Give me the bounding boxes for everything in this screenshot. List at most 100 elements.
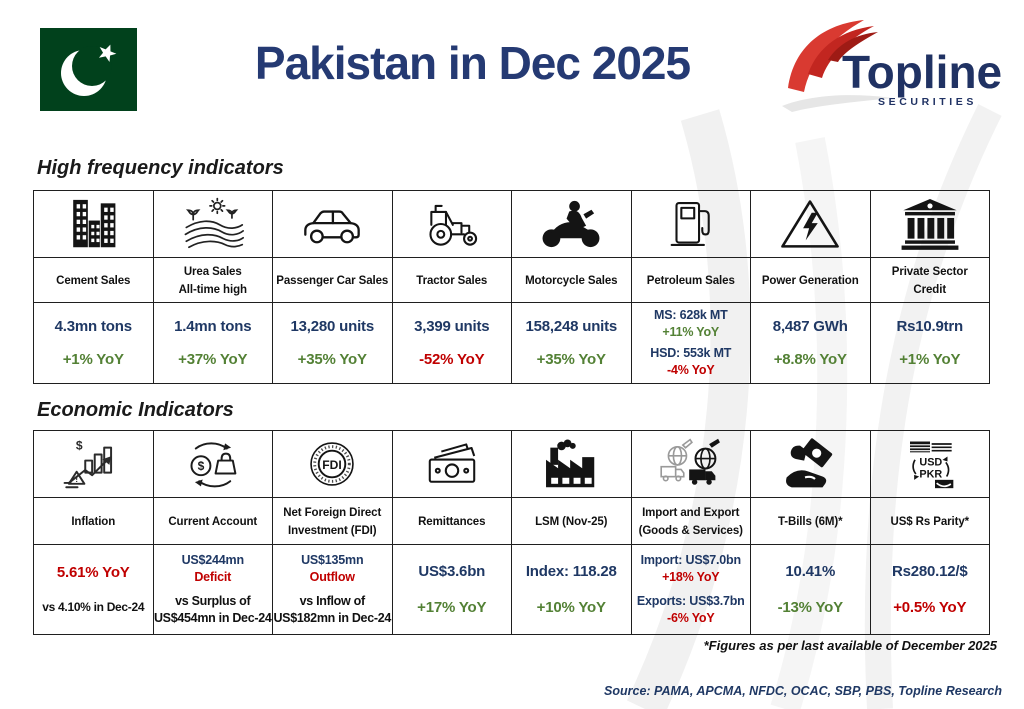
metric-comparison: vs Inflow of US$182mn in Dec-24: [273, 594, 392, 625]
cell-fdi-values: US$135mn Outflow vs Inflow of US$182mn i…: [272, 544, 393, 635]
fdi-badge-icon: FDI: [310, 442, 354, 486]
metric-direction: Outflow: [309, 570, 355, 585]
indicator-label: Petroleum Sales: [646, 275, 735, 287]
indicator-label: Import and Export (Goods & Services): [638, 507, 743, 537]
cell-petroleum-values: MS: 628k MT +11% YoY HSD: 553k MT -4% Yo…: [630, 302, 751, 384]
banknotes-icon: [428, 443, 475, 483]
metric-value: 13,280 units: [290, 317, 375, 335]
value-pair: US$244mn Deficit: [181, 552, 245, 586]
cell-tbills-icon: [750, 430, 871, 498]
section-heading-economic: Economic Indicators: [37, 399, 234, 421]
cell-inflation-icon: $ !: [33, 430, 154, 498]
metric-change: -13% YoY: [777, 598, 844, 616]
metric-change: +35% YoY: [536, 350, 606, 368]
cell-lsm-label: LSM (Nov-25): [511, 497, 632, 545]
cell-urea-label: Urea Sales All-time high: [152, 257, 273, 303]
cell-cement-values: 4.3mn tons +1% YoY: [33, 302, 154, 384]
cell-motorcycle-icon: [511, 190, 632, 258]
topline-securities-logo: Topline SECURITIES: [782, 20, 1002, 112]
cell-credit-label: Private Sector Credit: [869, 257, 990, 303]
logo-wordmark: Topline: [842, 46, 1002, 98]
indicator-label: Net Foreign Direct Investment (FDI): [283, 507, 382, 537]
metric-value: Rs280.12/$: [891, 562, 968, 580]
metric-change: +11% YoY: [662, 325, 720, 340]
cell-parity-label: US$ Rs Parity*: [869, 497, 990, 545]
cell-lsm-icon: [511, 430, 632, 498]
metric-change: -6% YoY: [667, 610, 715, 625]
metric-change: -52% YoY: [419, 350, 485, 368]
indicator-label: Power Generation: [761, 275, 859, 287]
cell-trade-label: Import and Export (Goods & Services): [630, 497, 751, 545]
usd-pkr-icon: USD PKR: [909, 441, 954, 489]
cell-power-icon: [750, 190, 871, 258]
cell-parity-icon: USD PKR: [869, 430, 990, 498]
metric-change: +0.5% YoY: [893, 598, 967, 616]
inflation-chart-icon: $ !: [63, 438, 113, 489]
bank-icon: [901, 199, 959, 250]
cell-inflation-label: Inflation: [33, 497, 154, 545]
metric-value: HSD: 553k MT: [650, 346, 732, 361]
buildings-icon: [73, 199, 116, 248]
indicator-label: Cement Sales: [56, 275, 131, 287]
metric-value: 158,248 units: [525, 317, 618, 335]
metric-change: +1% YoY: [62, 350, 124, 368]
indicator-label: Passenger Car Sales: [276, 275, 389, 287]
cell-petroleum-label: Petroleum Sales: [630, 257, 751, 303]
footnote: *Figures as per last available of Decemb…: [703, 638, 997, 653]
metric-value: US$3.6bn: [418, 562, 486, 580]
global-trade-icon: [660, 438, 720, 485]
indicator-label: Tractor Sales: [416, 275, 488, 287]
metric-value: Index: 118.28: [525, 562, 617, 580]
cell-remittances-values: US$3.6bn +17% YoY: [391, 544, 512, 635]
cell-motorcycle-label: Motorcycle Sales: [511, 257, 632, 303]
metric-value: 1.4mn tons: [174, 317, 252, 335]
usd-glyph: USD: [919, 457, 942, 469]
cell-petroleum-icon: [630, 190, 751, 258]
metric-value: 5.61% YoY: [56, 563, 130, 581]
metric-direction: Deficit: [194, 570, 232, 585]
metric-value: 4.3mn tons: [54, 317, 132, 335]
exclaim-glyph: !: [75, 474, 78, 484]
metric-change: +10% YoY: [536, 598, 606, 616]
cell-fdi-icon: FDI: [272, 430, 393, 498]
cell-remittances-label: Remittances: [391, 497, 512, 545]
metric-comparison: vs Surplus of US$454mn in Dec-24: [153, 594, 272, 625]
dollar-glyph: $: [197, 459, 204, 473]
metric-value: 3,399 units: [414, 317, 490, 335]
metric-value: US$244mn: [181, 553, 245, 568]
cell-car-label: Passenger Car Sales: [272, 257, 393, 303]
cell-motorcycle-values: 158,248 units +35% YoY: [511, 302, 632, 384]
hsd-pair: HSD: 553k MT -4% YoY: [650, 345, 731, 379]
economic-indicators-table: $ ! $: [33, 430, 990, 635]
cell-trade-values: Import: US$7.0bn +18% YoY Exports: US$3.…: [630, 544, 751, 635]
metric-value: MS: 628k MT: [653, 308, 728, 323]
metric-value: 10.41%: [785, 562, 836, 580]
car-icon: [304, 210, 361, 244]
value-pair: US$135mn Outflow: [301, 552, 364, 586]
metric-change: +1% YoY: [899, 350, 961, 368]
cell-power-label: Power Generation: [750, 257, 871, 303]
cell-credit-icon: [869, 190, 990, 258]
logo-subtitle: SECURITIES: [878, 96, 977, 108]
metric-change: +17% YoY: [417, 598, 487, 616]
cell-tbills-values: 10.41% -13% YoY: [750, 544, 871, 635]
indicator-label: Motorcycle Sales: [525, 275, 618, 287]
indicator-label: Remittances: [418, 516, 486, 528]
value-row: 4.3mn tons +1% YoY 1.4mn tons +37% YoY 1…: [33, 302, 990, 384]
metric-value: 8,487 GWh: [772, 317, 848, 335]
indicator-label: Private Sector Credit: [891, 266, 968, 296]
icon-row: [33, 190, 990, 258]
indicator-label: LSM (Nov-25): [535, 516, 608, 528]
section-heading-high-frequency: High frequency indicators: [37, 157, 284, 179]
cell-tbills-label: T-Bills (6M)*: [750, 497, 871, 545]
cell-trade-icon: [630, 430, 751, 498]
label-row: Cement Sales Urea Sales All-time high Pa…: [33, 257, 990, 303]
high-frequency-indicators-table: Cement Sales Urea Sales All-time high Pa…: [33, 190, 990, 384]
pkr-glyph: PKR: [919, 468, 942, 480]
hand-money-icon: [786, 438, 833, 488]
cell-inflation-values: 5.61% YoY vs 4.10% in Dec-24: [33, 544, 154, 635]
cell-power-values: 8,487 GWh +8.8% YoY: [750, 302, 871, 384]
metric-comparison: vs 4.10% in Dec-24: [42, 600, 145, 615]
